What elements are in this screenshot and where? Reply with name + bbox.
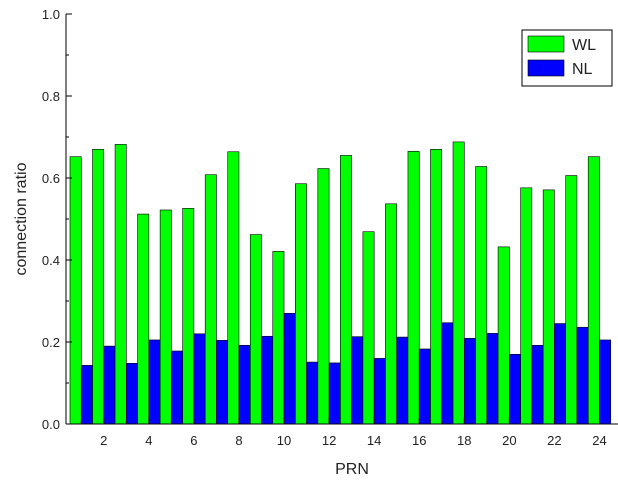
x-tick-label: 24 [592,433,606,448]
x-tick-label: 22 [547,433,561,448]
bar-wl-11 [295,183,307,425]
bar-wl-21 [520,187,533,425]
bar-nl-6 [193,333,206,425]
bar-wl-24 [587,156,600,425]
bar-wl-19 [475,166,488,425]
bar-nl-3 [126,363,138,425]
bar-wl-10 [272,251,285,425]
bars-layer [69,141,612,425]
bar-nl-2 [103,345,116,425]
bar-nl-14 [373,358,386,425]
legend-swatch-nl [527,59,565,77]
bar-wl-12 [317,168,330,425]
bar-wl-13 [340,155,352,425]
bar-wl-23 [565,175,578,425]
bar-wl-1 [69,156,82,425]
bar-nl-17 [441,322,454,425]
bar-wl-9 [249,234,262,425]
bar-wl-4 [137,213,150,425]
y-tick-label: 0.6 [42,171,60,186]
bar-wl-5 [159,209,172,425]
bar-wl-2 [92,149,105,425]
x-tick-label: 4 [145,433,152,448]
bar-wl-14 [362,231,375,425]
axes-layer: 0.00.20.40.60.81.02 4 6 8 10 12 14 16 18 20 22 24 [42,7,618,448]
y-axis-title: connection ratio [13,162,30,275]
bar-wl-3 [114,144,127,425]
bar-nl-18 [463,338,476,425]
bar-nl-4 [148,339,161,425]
legend-swatch-wl [527,35,565,53]
bar-nl-15 [396,336,409,425]
bar-nl-22 [554,323,566,425]
bar-nl-7 [216,340,229,425]
bar-nl-13 [351,336,364,425]
bar-wl-16 [407,151,420,425]
x-tick-label: 6 [190,433,197,448]
bar-nl-23 [576,326,589,425]
bar-wl-8 [227,151,240,425]
y-tick-label: 0.4 [42,253,60,268]
bar-nl-11 [306,361,319,425]
bar-nl-9 [261,335,274,425]
bar-nl-21 [531,344,544,425]
legend: WL NL [521,29,613,87]
x-tick-label: 8 [235,433,242,448]
bar-nl-16 [418,348,431,425]
x-tick-label: 16 [412,433,426,448]
bar-nl-12 [328,362,341,425]
bar-nl-20 [509,353,521,425]
x-tick-label: 14 [367,433,381,448]
bar-wl-6 [182,208,195,425]
legend-label-nl: NL [572,61,593,78]
bar-wl-20 [497,246,510,425]
legend-label-wl: WL [572,37,596,54]
x-tick-label: 12 [322,433,336,448]
x-tick-label: 18 [457,433,471,448]
bar-nl-8 [238,344,251,425]
x-tick-label: 2 [100,433,107,448]
bar-nl-19 [486,333,499,425]
bar-wl-17 [430,149,443,425]
y-tick-label: 0.2 [42,335,60,350]
x-axis-title: PRN [335,461,369,478]
y-tick-label: 0.0 [42,417,60,432]
y-tick-label: 1.0 [42,7,60,22]
bar-wl-7 [204,174,217,425]
bar-nl-5 [171,350,183,425]
bar-wl-15 [385,203,397,425]
bar-nl-10 [283,312,296,425]
bar-wl-18 [452,141,465,425]
bar-nl-1 [80,365,93,425]
y-tick-label: 0.8 [42,89,60,104]
x-tick-label: 10 [277,433,291,448]
x-tick-label: 20 [502,433,516,448]
bar-wl-22 [542,189,555,425]
bar-nl-24 [599,339,612,425]
